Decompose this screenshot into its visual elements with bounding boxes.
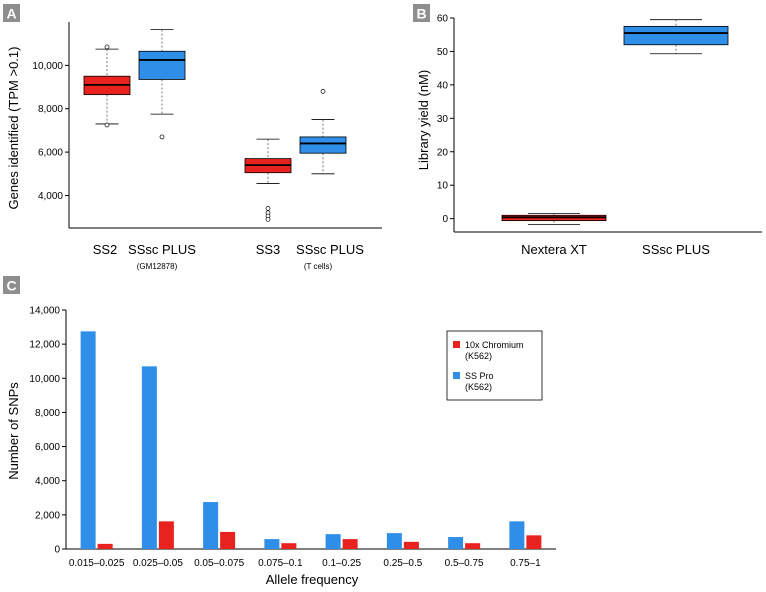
legend-swatch-ss-pro (453, 372, 460, 379)
bar-ss-pro (509, 521, 525, 549)
panel-b-ytick-label: 50 (437, 47, 449, 58)
panel-a-cat-label: SSsc PLUS (296, 242, 364, 257)
legend-sublabel-ss-pro: (K562) (465, 382, 492, 392)
panel-a-outlier (265, 206, 271, 211)
bar-ss-pro (325, 534, 341, 549)
bar-10x-chromium (281, 543, 297, 549)
legend-label-ss-pro: SS Pro (465, 371, 494, 381)
panel-c-ytick-label: 12,000 (29, 340, 60, 351)
panel-c-xtick-label: 0.75–1 (510, 558, 541, 569)
panel-a-outlier (159, 134, 165, 140)
panel-c-xlabel: Allele frequency (266, 572, 359, 587)
panel-a-ytick-label: 8,000 (38, 104, 63, 115)
panel-b-ytick-label: 0 (442, 214, 448, 225)
panel-a-outlier (265, 216, 271, 222)
panel-b-ytick-label: 30 (437, 114, 449, 125)
panel-c-ytick-label: 4,000 (35, 476, 60, 487)
panel-c-ylabel: Number of SNPs (6, 382, 21, 480)
panel-a: A Genes identified (TPM >0.1) 4,000 6,000… (3, 4, 382, 271)
panel-c-xtick-label: 0.05–0.075 (194, 558, 244, 569)
panel-c-ytick-label: 14,000 (29, 306, 60, 317)
panel-a-badge-label: A (6, 6, 16, 22)
panel-a-outlier (104, 44, 110, 50)
panel-c-badge (3, 276, 20, 294)
panel-b-ylabel: Library yield (nM) (416, 70, 431, 170)
panel-b-badge-label: B (416, 6, 426, 22)
legend: 10x Chromium (K562) SS Pro (K562) (446, 330, 543, 401)
panel-c-ytick-label: 8,000 (35, 408, 60, 419)
panel-a-sublabel: (GM12878) (137, 262, 178, 271)
panel-c-ytick-label: 2,000 (35, 510, 60, 521)
panel-b-ytick-label: 20 (437, 147, 449, 158)
bar-ss-pro (448, 537, 464, 549)
bar-10x-chromium (158, 521, 174, 549)
panel-a-cat-label: SSsc PLUS (128, 242, 196, 257)
panel-a-ytick-label: 6,000 (38, 148, 63, 159)
bar-10x-chromium (97, 543, 113, 549)
bar-ss-pro (386, 533, 402, 549)
panel-b-cat-label: SSsc PLUS (642, 242, 710, 257)
panel-c-xtick-label: 0.5–0.75 (445, 558, 484, 569)
panel-b-ytick-label: 10 (437, 181, 449, 192)
panel-a-box (138, 50, 186, 80)
panel-c-ytick-label: 10,000 (29, 374, 60, 385)
bar-10x-chromium (526, 535, 542, 549)
panel-c-xtick-label: 0.25–0.5 (383, 558, 422, 569)
panel-a-badge (3, 4, 20, 22)
panel-a-outlier (104, 122, 110, 128)
bar-ss-pro (80, 331, 96, 549)
panel-c-ytick-label: 6,000 (35, 442, 60, 453)
panel-c-ytick-label: 0 (54, 545, 60, 556)
panel-c-xtick-label: 0.015–0.025 (69, 558, 125, 569)
bar-10x-chromium (220, 531, 236, 549)
panel-a-ytick-label: 10,000 (32, 61, 63, 72)
panel-b-box (623, 25, 729, 46)
legend-label-10x-chromium: 10x Chromium (465, 340, 524, 350)
panel-c: C Number of SNPs 0 2,000 4,000 6,000 8,000 10… (3, 276, 556, 587)
bar-10x-chromium (403, 541, 419, 549)
panel-c-xtick-label: 0.1–0.25 (322, 558, 361, 569)
bar-10x-chromium (342, 539, 358, 549)
panel-a-cat-label: SS2 (93, 242, 118, 257)
panel-b-badge (413, 4, 430, 22)
bar-ss-pro (264, 539, 280, 549)
panel-c-badge-label: C (6, 278, 16, 294)
bar-10x-chromium (465, 543, 481, 549)
panel-c-xtick-label: 0.025–0.05 (133, 558, 183, 569)
panel-b-ytick-label: 40 (437, 80, 449, 91)
panel-b-ytick-label: 60 (437, 14, 449, 25)
legend-sublabel-10x-chromium: (K562) (465, 351, 492, 361)
panel-a-outlier (320, 89, 326, 94)
panel-a-ytick-label: 4,000 (38, 191, 63, 202)
panel-c-xtick-label: 0.075–0.1 (258, 558, 303, 569)
legend-frame (446, 330, 543, 401)
bar-ss-pro (203, 502, 219, 549)
panel-a-cat-label: SS3 (256, 242, 281, 257)
panel-a-ylabel: Genes identified (TPM >0.1) (6, 47, 21, 210)
panel-a-box (299, 136, 347, 154)
bar-ss-pro (141, 366, 157, 549)
panel-b: B Library yield (nM) 0 10 20 30 40 50 60 Nexte… (413, 4, 762, 257)
panel-b-cat-label: Nextera XT (521, 242, 587, 257)
legend-swatch-10x-chromium (453, 341, 460, 348)
panel-a-sublabel: (T cells) (304, 262, 333, 271)
